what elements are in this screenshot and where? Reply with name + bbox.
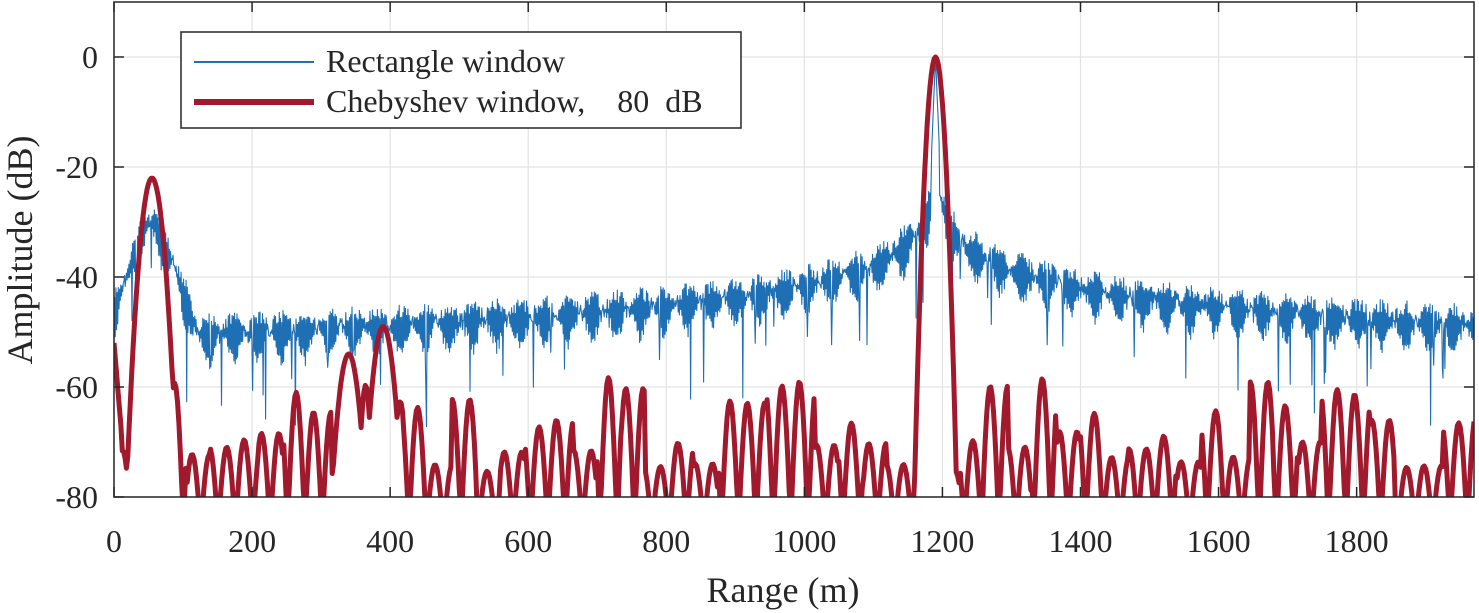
x-tick-label: 400 [366,523,414,559]
legend-box [180,31,742,129]
legend: Rectangle window Chebyshev window, 80 dB [180,31,742,129]
y-tick-label: -20 [55,149,98,185]
x-tick-label: 600 [504,523,552,559]
y-tick-label: 0 [82,39,98,75]
x-tick-label: 1400 [1048,523,1112,559]
series-line-rectangle [114,59,1474,428]
series-line-chebyshev [114,54,1474,497]
x-tick-label: 1600 [1187,523,1251,559]
x-axis-label: Range (m) [707,570,860,610]
ticks: 0 200 400 600 800 1000 1200 1400 1600 1800 -80 -60 -… [55,2,1474,559]
y-tick-label: -80 [55,479,98,515]
x-tick-label: 1800 [1325,523,1389,559]
x-tick-label: 1000 [772,523,836,559]
legend-label-chebyshev: Chebyshev window, 80 dB [326,83,703,119]
x-tick-label: 1200 [910,523,974,559]
y-axis-label: Amplitude (dB) [0,136,40,365]
plot-frame [113,1,1475,498]
y-tick-label: -40 [55,259,98,295]
y-tick-label: -60 [55,369,98,405]
x-tick-label: 200 [228,523,276,559]
x-tick-label: 800 [642,523,690,559]
x-tick-label: 0 [106,523,122,559]
series-layer [114,54,1474,497]
legend-label-rectangle: Rectangle window [326,43,565,79]
